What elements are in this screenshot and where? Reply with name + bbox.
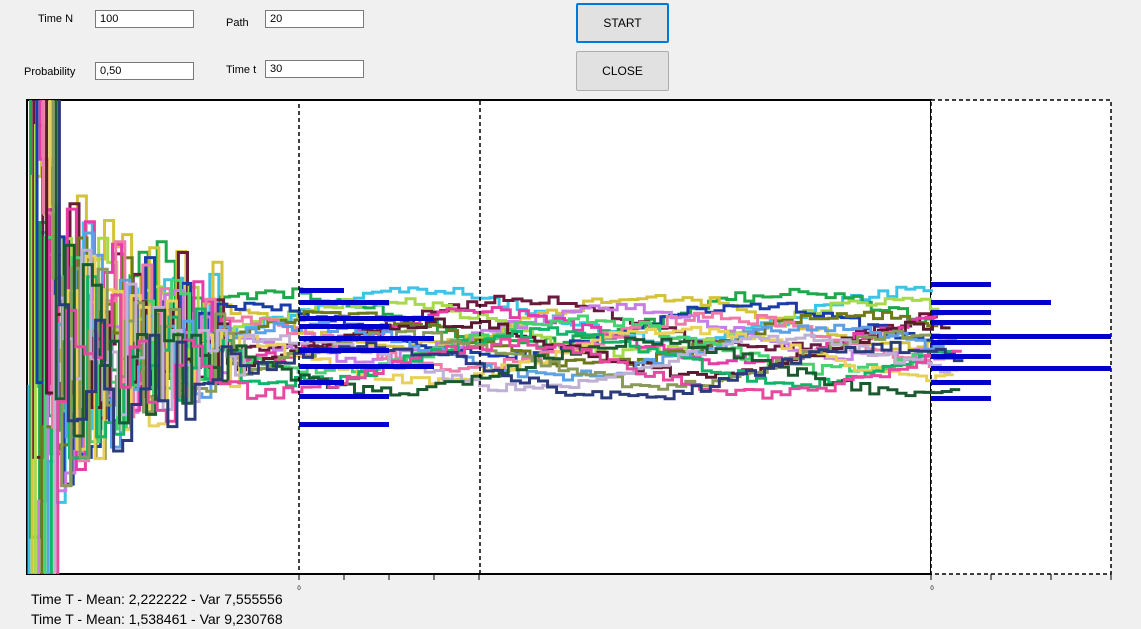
probability-input[interactable] [95, 62, 194, 80]
right-histogram-bar [931, 366, 1111, 371]
right-histogram-bar [931, 282, 991, 287]
left-histogram-bar [299, 316, 434, 321]
time-n-label: Time N [38, 13, 74, 25]
histograms [299, 282, 1111, 427]
close-button[interactable]: CLOSE [576, 51, 669, 91]
right-histogram-bar [931, 380, 991, 385]
right-histogram-bar [931, 354, 991, 359]
right-histogram-bar [931, 310, 991, 315]
walk-path [49, 275, 956, 574]
walk-path [53, 248, 959, 574]
right-histogram-bar [931, 340, 991, 345]
walk-path [56, 293, 962, 574]
right-histogram-bar [931, 334, 1111, 339]
left-hist-zero-label: 0 [297, 586, 301, 592]
left-histogram-bar [299, 336, 434, 341]
result-line-2: Time T - Mean: 1,538461 - Var 9,230768 [31, 611, 283, 627]
path-label: Path [226, 17, 249, 29]
histogram-ticks [298, 574, 1112, 580]
right-hist-zero-label: 0 [930, 586, 934, 592]
left-histogram-bar [299, 364, 434, 369]
probability-label: Probability [24, 66, 76, 78]
right-histogram-bar [931, 396, 991, 401]
start-button[interactable]: START [576, 3, 669, 43]
left-histogram-bar [299, 300, 389, 305]
left-histogram-bar [299, 348, 389, 353]
right-histogram-bar [931, 300, 1051, 305]
time-n-input[interactable] [95, 10, 194, 28]
random-walk-plot: 0 0 [26, 99, 1112, 592]
result-line-1: Time T - Mean: 2,222222 - Var 7,555556 [31, 591, 283, 607]
path-input[interactable] [265, 10, 364, 28]
walk-paths [27, 100, 964, 574]
walk-path [57, 100, 964, 453]
right-histogram-bar [931, 320, 991, 325]
left-histogram-bar [299, 422, 389, 427]
time-t-input[interactable] [265, 60, 364, 78]
left-histogram-bar [299, 324, 389, 329]
time-t-label: Time t [226, 64, 257, 76]
left-histogram-bar [299, 380, 344, 385]
left-histogram-bar [299, 288, 344, 293]
left-histogram-bar [299, 394, 389, 399]
